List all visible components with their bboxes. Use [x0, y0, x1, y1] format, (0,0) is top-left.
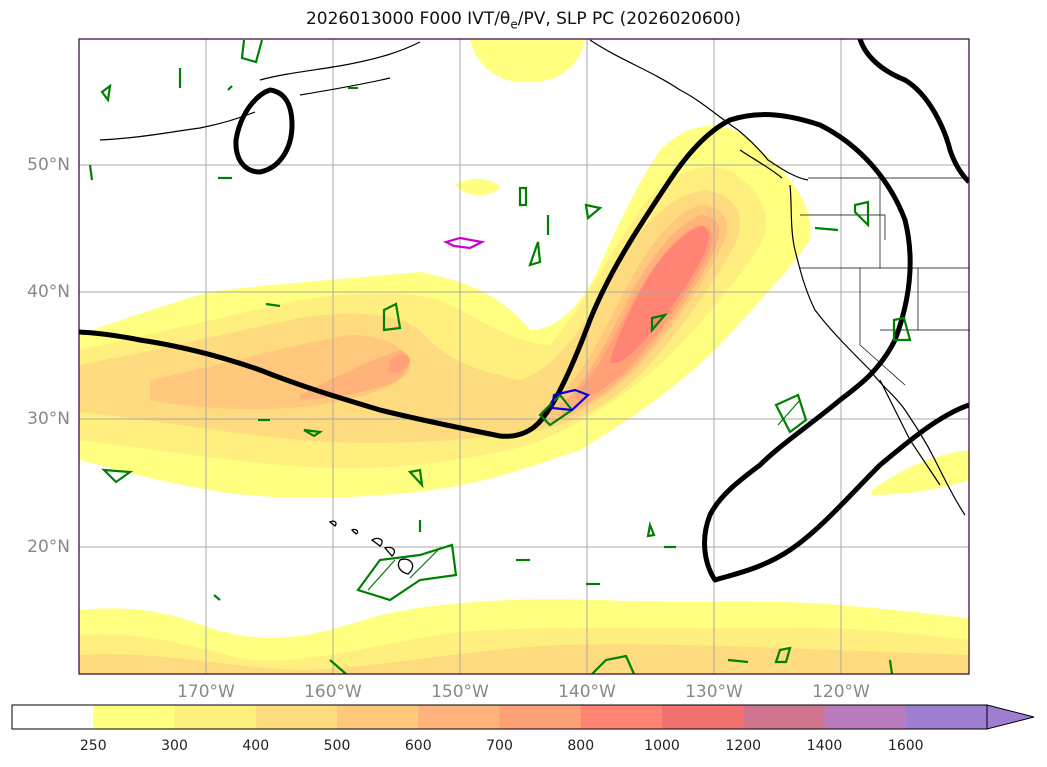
slp-contour-main — [79, 112, 969, 583]
colorbar-tick-label: 700 — [486, 738, 513, 754]
colorbar-tick-label: 800 — [567, 738, 595, 754]
lat-tick-20: 20°N — [27, 537, 70, 557]
map-frame — [78, 38, 970, 675]
lat-tick-40: 40°N — [27, 282, 70, 302]
lon-tick-130w: 130°W — [685, 682, 743, 702]
ivt-small-patch — [455, 178, 500, 196]
slp-contour-east — [857, 39, 969, 184]
lon-tick-160w: 160°W — [304, 682, 362, 702]
coastlines — [99, 39, 969, 516]
gridlines — [79, 39, 969, 674]
figure-title: 2026013000 F000 IVT/θe/PV, SLP PC (20260… — [305, 9, 742, 32]
theta-e-contour — [442, 236, 486, 250]
lon-tick-150w: 150°W — [431, 682, 489, 702]
colorbar-cell — [662, 705, 744, 729]
lat-tick-50: 50°N — [27, 155, 70, 175]
colorbar-cell — [905, 705, 988, 729]
colorbar-tick-label: 400 — [242, 738, 270, 754]
lon-tick-170w: 170°W — [177, 682, 235, 702]
ivt-se-patch — [872, 450, 969, 495]
colorbar-tick-label: 1600 — [887, 738, 924, 754]
colorbar — [11, 704, 1035, 730]
colorbar-cell — [580, 705, 663, 729]
slp-contours — [79, 39, 969, 583]
colorbar-cell — [418, 705, 500, 729]
colorbar-extend-arrow — [986, 704, 1035, 730]
colorbar-cell — [174, 705, 257, 729]
colorbar-cell — [743, 705, 825, 729]
colorbar-cell — [824, 705, 907, 729]
ivt-band-700 — [388, 354, 410, 374]
slp-contour-closed-low — [233, 87, 295, 175]
colorbar-cells — [12, 705, 988, 729]
colorbar-cell — [255, 705, 338, 729]
state-borders — [800, 178, 969, 386]
us-west-coast — [789, 184, 966, 516]
lon-tick-140w: 140°W — [558, 682, 616, 702]
colorbar-frame — [11, 704, 988, 730]
colorbar-tick-label: 1000 — [644, 738, 680, 754]
ivt-band-600 — [300, 350, 410, 400]
colorbar-tick-label: 1200 — [725, 738, 762, 754]
colorbar-tick-label: 600 — [404, 738, 432, 754]
blue-contour — [550, 388, 591, 412]
colorbar-tick-label: 500 — [323, 738, 351, 754]
colorbar-tick-label: 250 — [79, 738, 107, 754]
ivt-southern-band-400 — [79, 644, 969, 674]
hawaii-islands — [328, 520, 414, 575]
colorbar-cell — [499, 705, 582, 729]
ivt-northern-blob — [470, 40, 585, 83]
colorbar-tick-label: 300 — [161, 738, 188, 754]
lon-tick-120w: 120°W — [812, 682, 870, 702]
ivt-ar-core-800 — [610, 226, 709, 364]
colorbar-cell — [12, 705, 94, 729]
map-content — [79, 39, 969, 674]
vancouver-island — [739, 149, 783, 179]
bc-coast — [589, 39, 809, 181]
colorbar-cell — [337, 705, 419, 729]
alaska-coast — [99, 41, 421, 141]
colorbar-cell — [93, 705, 175, 729]
lat-tick-30: 30°N — [27, 409, 70, 429]
pv-contours — [88, 39, 912, 674]
colorbar-tick-label: 1400 — [806, 738, 843, 754]
